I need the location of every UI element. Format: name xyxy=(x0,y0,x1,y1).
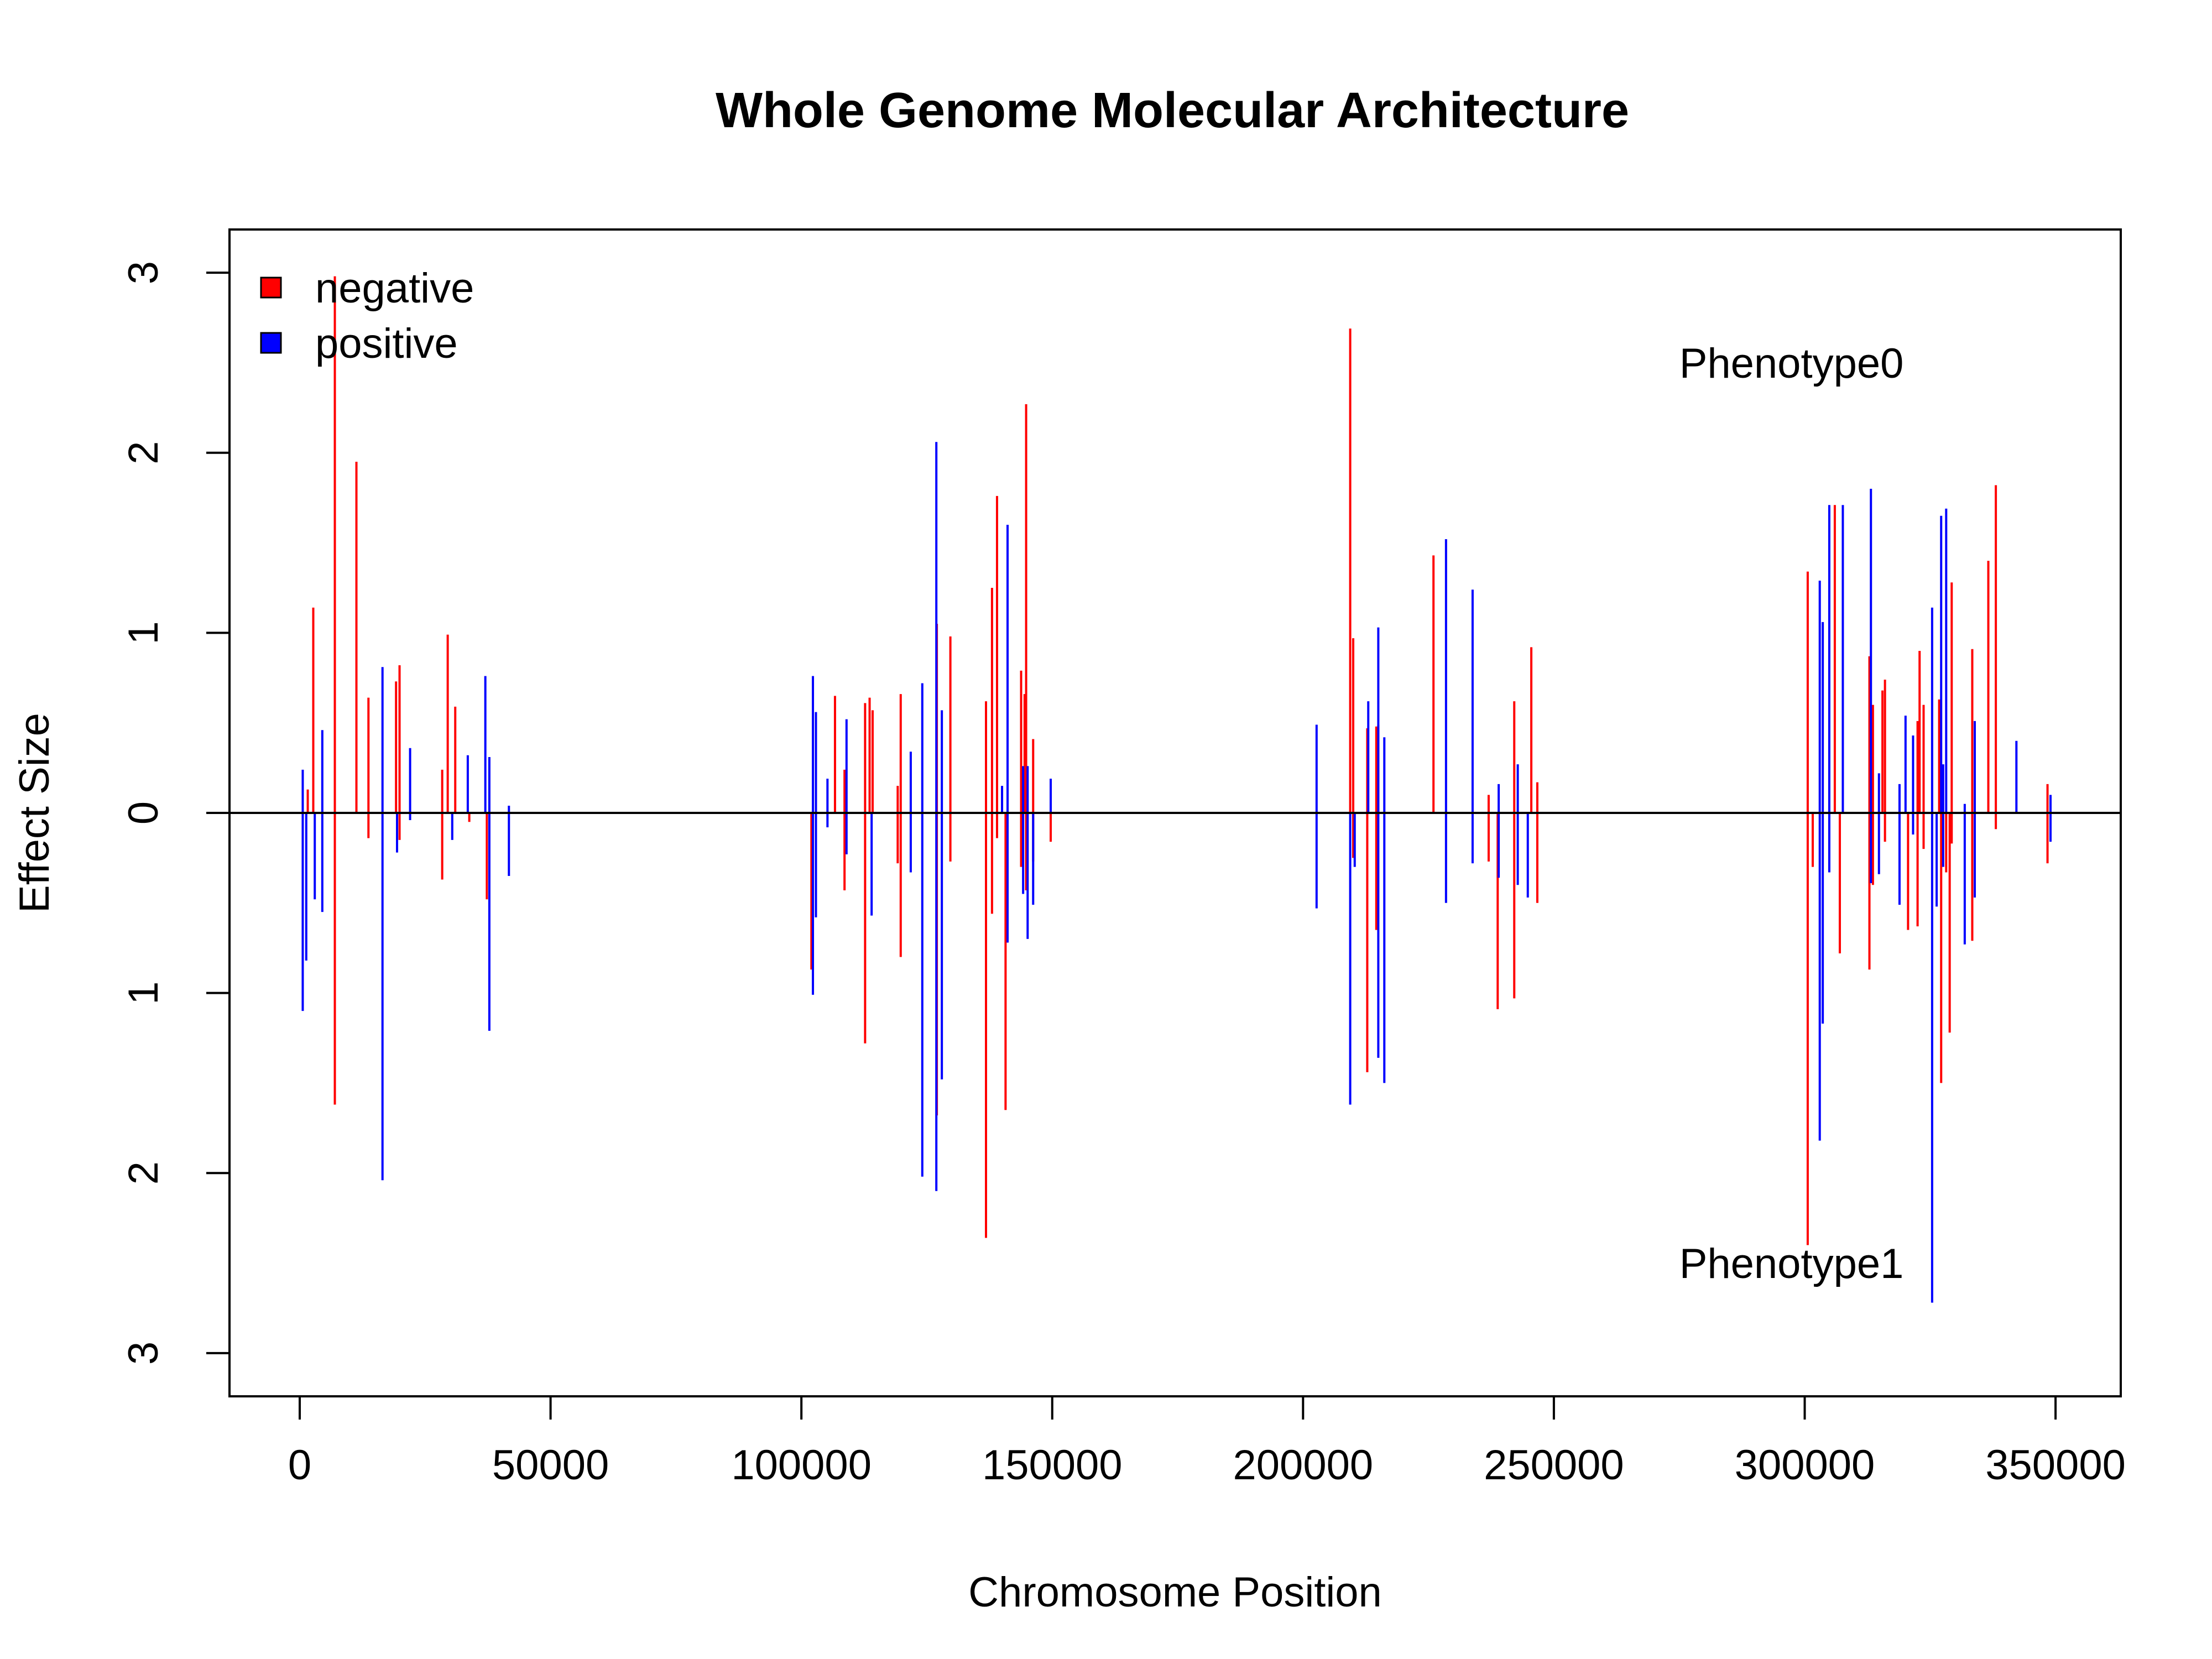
legend: negative positive xyxy=(260,265,474,367)
x-tick-label: 350000 xyxy=(1985,1442,2126,1489)
annotation-phenotype0: Phenotype0 xyxy=(1679,340,1904,387)
positive-legend-label: positive xyxy=(315,320,458,367)
x-tick-label: 250000 xyxy=(1484,1442,1624,1489)
y-tick-label: 3 xyxy=(120,261,167,284)
y-tick-label: 2 xyxy=(120,1161,167,1185)
y-tick-label: 2 xyxy=(120,441,167,465)
negative-legend-label: negative xyxy=(315,265,474,312)
x-axis: 0 50000 100000 150000 200000 250000 300000 3500… xyxy=(288,1395,2126,1489)
y-tick-label: 0 xyxy=(120,801,167,825)
x-tick-label: 0 xyxy=(288,1442,311,1489)
x-tick-label: 200000 xyxy=(1233,1442,1374,1489)
x-axis-label: Chromosome Position xyxy=(968,1569,1382,1616)
y-tick-label: 1 xyxy=(120,621,167,644)
negative-legend-swatch xyxy=(260,276,282,299)
data-marks xyxy=(301,276,2052,1303)
y-tick-label: 3 xyxy=(120,1342,167,1365)
annotation-phenotype1: Phenotype1 xyxy=(1679,1240,1904,1287)
annotations: Phenotype0 Phenotype1 xyxy=(1679,340,1904,1287)
x-tick-label: 300000 xyxy=(1735,1442,1875,1489)
y-tick-label: 1 xyxy=(120,981,167,1004)
positive-legend-swatch xyxy=(260,332,282,354)
x-tick-label: 150000 xyxy=(982,1442,1123,1489)
chart-title: Whole Genome Molecular Architecture xyxy=(716,83,1629,138)
x-tick-label: 100000 xyxy=(731,1442,872,1489)
y-axis-label: Effect Size xyxy=(11,713,58,913)
y-axis: 3 2 1 0 1 2 3 xyxy=(120,261,229,1365)
x-tick-label: 50000 xyxy=(492,1442,609,1489)
